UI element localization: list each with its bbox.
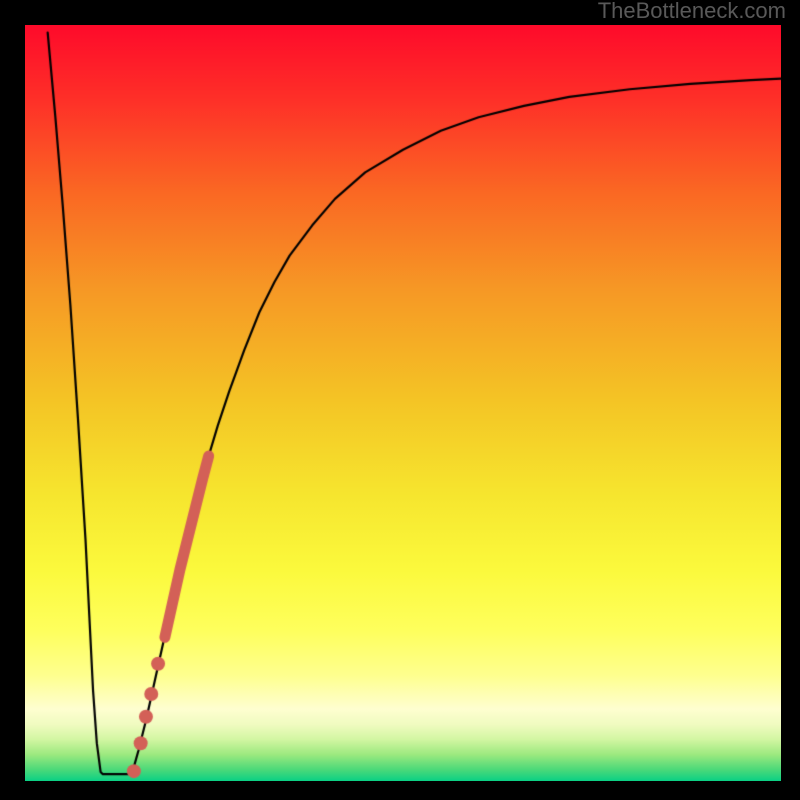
curve-canvas [25,25,781,781]
watermark-text: TheBottleneck.com [598,0,786,24]
plot-area [22,22,784,784]
chart-container: TheBottleneck.com [0,0,800,800]
